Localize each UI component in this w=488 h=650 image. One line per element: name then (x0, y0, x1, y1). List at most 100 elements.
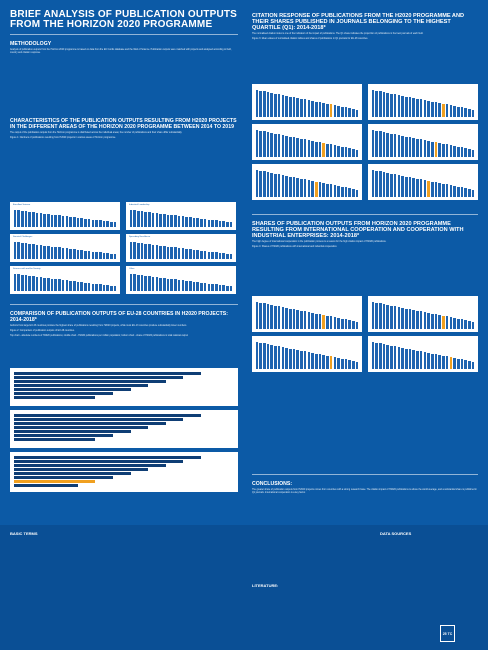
bar (207, 219, 211, 227)
row-bar (14, 472, 131, 475)
bar (344, 107, 348, 117)
bar (303, 351, 307, 369)
bar (445, 184, 449, 197)
bar (28, 275, 31, 291)
bar (460, 187, 464, 197)
fig3-bars-5 (255, 170, 359, 197)
fig2-panel-middle (10, 410, 238, 448)
bar (106, 221, 109, 227)
bar (445, 144, 449, 157)
bar (355, 149, 359, 157)
bar (229, 254, 233, 259)
comparison-heading: COMPARISON OF PUBLICATION OUTPUTS OF EU-… (10, 311, 228, 323)
row (14, 396, 234, 399)
fig1-panel-6-title: Other (129, 268, 135, 270)
bar (296, 309, 299, 329)
bar (69, 216, 72, 227)
bar (371, 130, 375, 157)
bar (50, 246, 54, 259)
bar (50, 214, 54, 227)
bar (185, 280, 188, 291)
fig3-bars-1 (255, 90, 359, 117)
bar (314, 353, 318, 369)
bar (386, 304, 389, 329)
bar (69, 280, 72, 291)
bar (255, 90, 259, 117)
bar (375, 170, 378, 197)
bar (326, 183, 329, 197)
bar (58, 247, 61, 259)
fig4-panel-2 (368, 296, 478, 332)
fig4-panel-4 (368, 336, 478, 372)
figure-2-legend: Top chart - absolute numbers of H2020 pu… (10, 335, 188, 337)
row-bar (14, 388, 131, 391)
bar (133, 274, 136, 291)
bar (170, 279, 173, 291)
bar (292, 137, 296, 157)
bar (307, 140, 311, 157)
bar (28, 243, 31, 259)
bar (229, 222, 233, 227)
fig1-bars-2 (129, 210, 233, 227)
bar (311, 352, 314, 369)
bar (80, 218, 83, 227)
bar (408, 349, 412, 369)
bar (188, 217, 192, 227)
bar (188, 281, 192, 291)
bar (159, 245, 162, 259)
bar (266, 172, 270, 197)
bar (412, 177, 415, 197)
bar (300, 310, 303, 329)
bar (274, 93, 277, 117)
bar (35, 244, 39, 259)
bar (166, 278, 170, 291)
citation-text: The normalised citation index is one of … (252, 33, 424, 35)
divider (10, 304, 238, 305)
bar (456, 106, 460, 117)
bar (211, 284, 214, 291)
bar (185, 248, 188, 259)
fig1-panel-6: Other (126, 266, 236, 294)
data-sources-heading: DATA SOURCES (380, 531, 412, 536)
fig1-panel-2: Industrial Leadership (126, 202, 236, 230)
bar (430, 353, 434, 369)
bar (285, 307, 288, 329)
bar (386, 132, 389, 157)
bar (266, 132, 270, 157)
fig1-panel-4-title: Spreading Excellence (129, 236, 151, 238)
bar (423, 312, 427, 329)
bar (303, 311, 307, 329)
bar (468, 360, 471, 369)
bar (393, 134, 397, 157)
bar (449, 357, 453, 369)
bar (375, 130, 378, 157)
bar (133, 210, 136, 227)
bar (442, 315, 445, 329)
bar (423, 180, 427, 197)
bar (155, 277, 159, 291)
bar (229, 286, 233, 291)
bar (35, 212, 39, 227)
bar (314, 313, 318, 329)
fig3-bars-6 (371, 170, 475, 197)
bar (311, 312, 314, 329)
bar (285, 95, 288, 117)
bar (277, 174, 281, 197)
bar (445, 356, 449, 369)
divider (252, 474, 478, 475)
poster-title: BRIEF ANALYSIS OF PUBLICATION OUTPUTS FR… (10, 9, 238, 30)
bar (292, 177, 296, 197)
bar (98, 284, 102, 291)
bar (24, 275, 28, 291)
bar (39, 245, 43, 259)
bar (32, 276, 35, 291)
bar (303, 179, 307, 197)
bar (170, 215, 173, 227)
bar (20, 242, 24, 259)
bar (274, 173, 277, 197)
bar (218, 284, 222, 291)
fig2-bottom-rows (14, 456, 234, 489)
bar (296, 349, 299, 369)
bar (438, 355, 441, 369)
bar (322, 315, 325, 329)
